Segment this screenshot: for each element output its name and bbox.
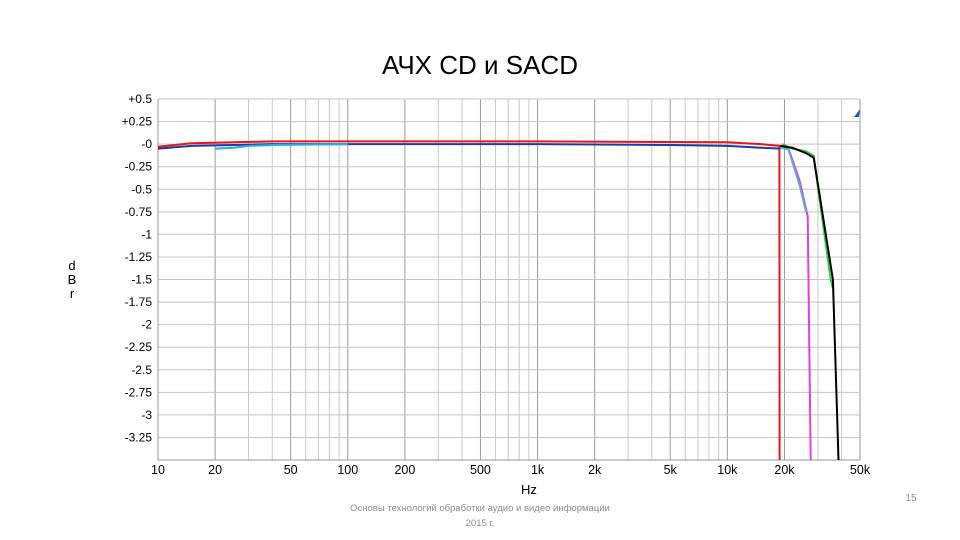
x-tick-label: 500 bbox=[470, 463, 491, 477]
y-tick-label: -1 bbox=[141, 227, 152, 241]
y-axis-label-letter: d bbox=[68, 258, 75, 273]
y-tick-label: -3 bbox=[141, 408, 152, 422]
y-tick-label: -1.5 bbox=[131, 273, 152, 287]
slide-title: АЧХ CD и SACD bbox=[382, 50, 578, 80]
y-tick-label: -2.5 bbox=[131, 363, 152, 377]
footer-course-title: Основы технологий обработки аудио и виде… bbox=[350, 503, 610, 514]
y-tick-label: +0.5 bbox=[128, 92, 152, 106]
x-tick-label: 50k bbox=[850, 463, 871, 477]
x-tick-label: 10k bbox=[717, 463, 738, 477]
footer: Основы технологий обработки аудио и виде… bbox=[300, 501, 660, 531]
series-line-1 bbox=[157, 140, 781, 461]
y-tick-label: -2.25 bbox=[125, 340, 153, 354]
y-tick-label: -1.75 bbox=[125, 295, 153, 309]
x-tick-label: 1k bbox=[531, 463, 545, 477]
x-tick-label: 200 bbox=[394, 463, 415, 477]
footer-year: 2015 г. bbox=[465, 518, 495, 529]
series-lines bbox=[157, 140, 840, 461]
x-tick-label: 20 bbox=[208, 463, 222, 477]
y-tick-label: -1.25 bbox=[125, 250, 153, 264]
x-tick-label: 2k bbox=[588, 463, 602, 477]
y-tick-label: -2.75 bbox=[125, 385, 153, 399]
x-tick-label: 100 bbox=[337, 463, 358, 477]
x-axis-label: Hz bbox=[521, 482, 537, 497]
x-tick-label: 20k bbox=[774, 463, 795, 477]
y-tick-label: -0.75 bbox=[125, 205, 153, 219]
y-tick-labels: +0.5 +0.25 -0 -0.25 -0.5 -0.75 -1 -1.25 -1.5 -1.7… bbox=[122, 92, 153, 444]
series-line-3 bbox=[215, 143, 348, 150]
series-line-2 bbox=[157, 143, 781, 150]
series-line-7 bbox=[780, 144, 840, 461]
y-tick-label: -2 bbox=[141, 318, 152, 332]
y-axis-label-letter: B bbox=[68, 272, 77, 287]
y-tick-label: -0.5 bbox=[131, 182, 152, 196]
svg-text:dBr: dBr bbox=[68, 258, 77, 301]
y-axis-label-letter: r bbox=[70, 286, 75, 301]
x-tick-label: 50 bbox=[284, 463, 298, 477]
y-tick-label: -0 bbox=[141, 137, 152, 151]
x-tick-labels: 10 20 50 100 200 500 1k 2k 5k 10k 20k 50k bbox=[151, 463, 871, 477]
page-number: 15 bbox=[905, 493, 917, 504]
y-tick-label: -0.25 bbox=[125, 160, 153, 174]
grid-lines bbox=[157, 98, 861, 461]
series-line-6 bbox=[780, 146, 808, 213]
x-tick-label: 10 bbox=[151, 463, 165, 477]
corner-marker bbox=[854, 109, 860, 117]
y-tick-label: +0.25 bbox=[122, 115, 153, 129]
y-tick-label: -3.25 bbox=[125, 430, 153, 444]
x-tick-label: 5k bbox=[664, 463, 678, 477]
